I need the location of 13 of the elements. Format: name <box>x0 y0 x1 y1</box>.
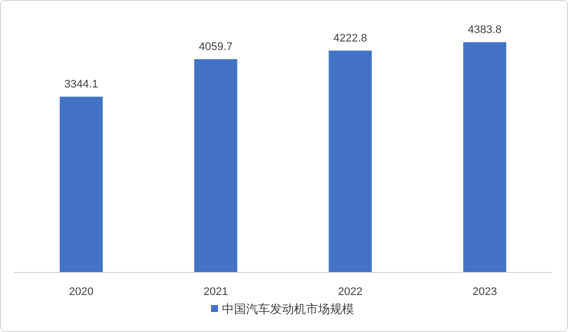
data-label: 4222.8 <box>333 32 368 45</box>
x-tick-label: 2023 <box>472 286 497 298</box>
x-tick-label: 2021 <box>204 286 228 298</box>
data-label: 4383.8 <box>468 24 502 36</box>
x-tick-label: 2020 <box>69 286 94 298</box>
bar <box>194 59 238 272</box>
bar <box>328 50 372 272</box>
data-label: 4059.7 <box>198 41 233 54</box>
x-tick-label: 2022 <box>338 286 362 298</box>
data-label: 3344.1 <box>64 78 98 91</box>
bar <box>60 96 103 272</box>
bar <box>463 42 506 272</box>
legend: 中国汽车发动机市场规模 <box>211 302 354 316</box>
